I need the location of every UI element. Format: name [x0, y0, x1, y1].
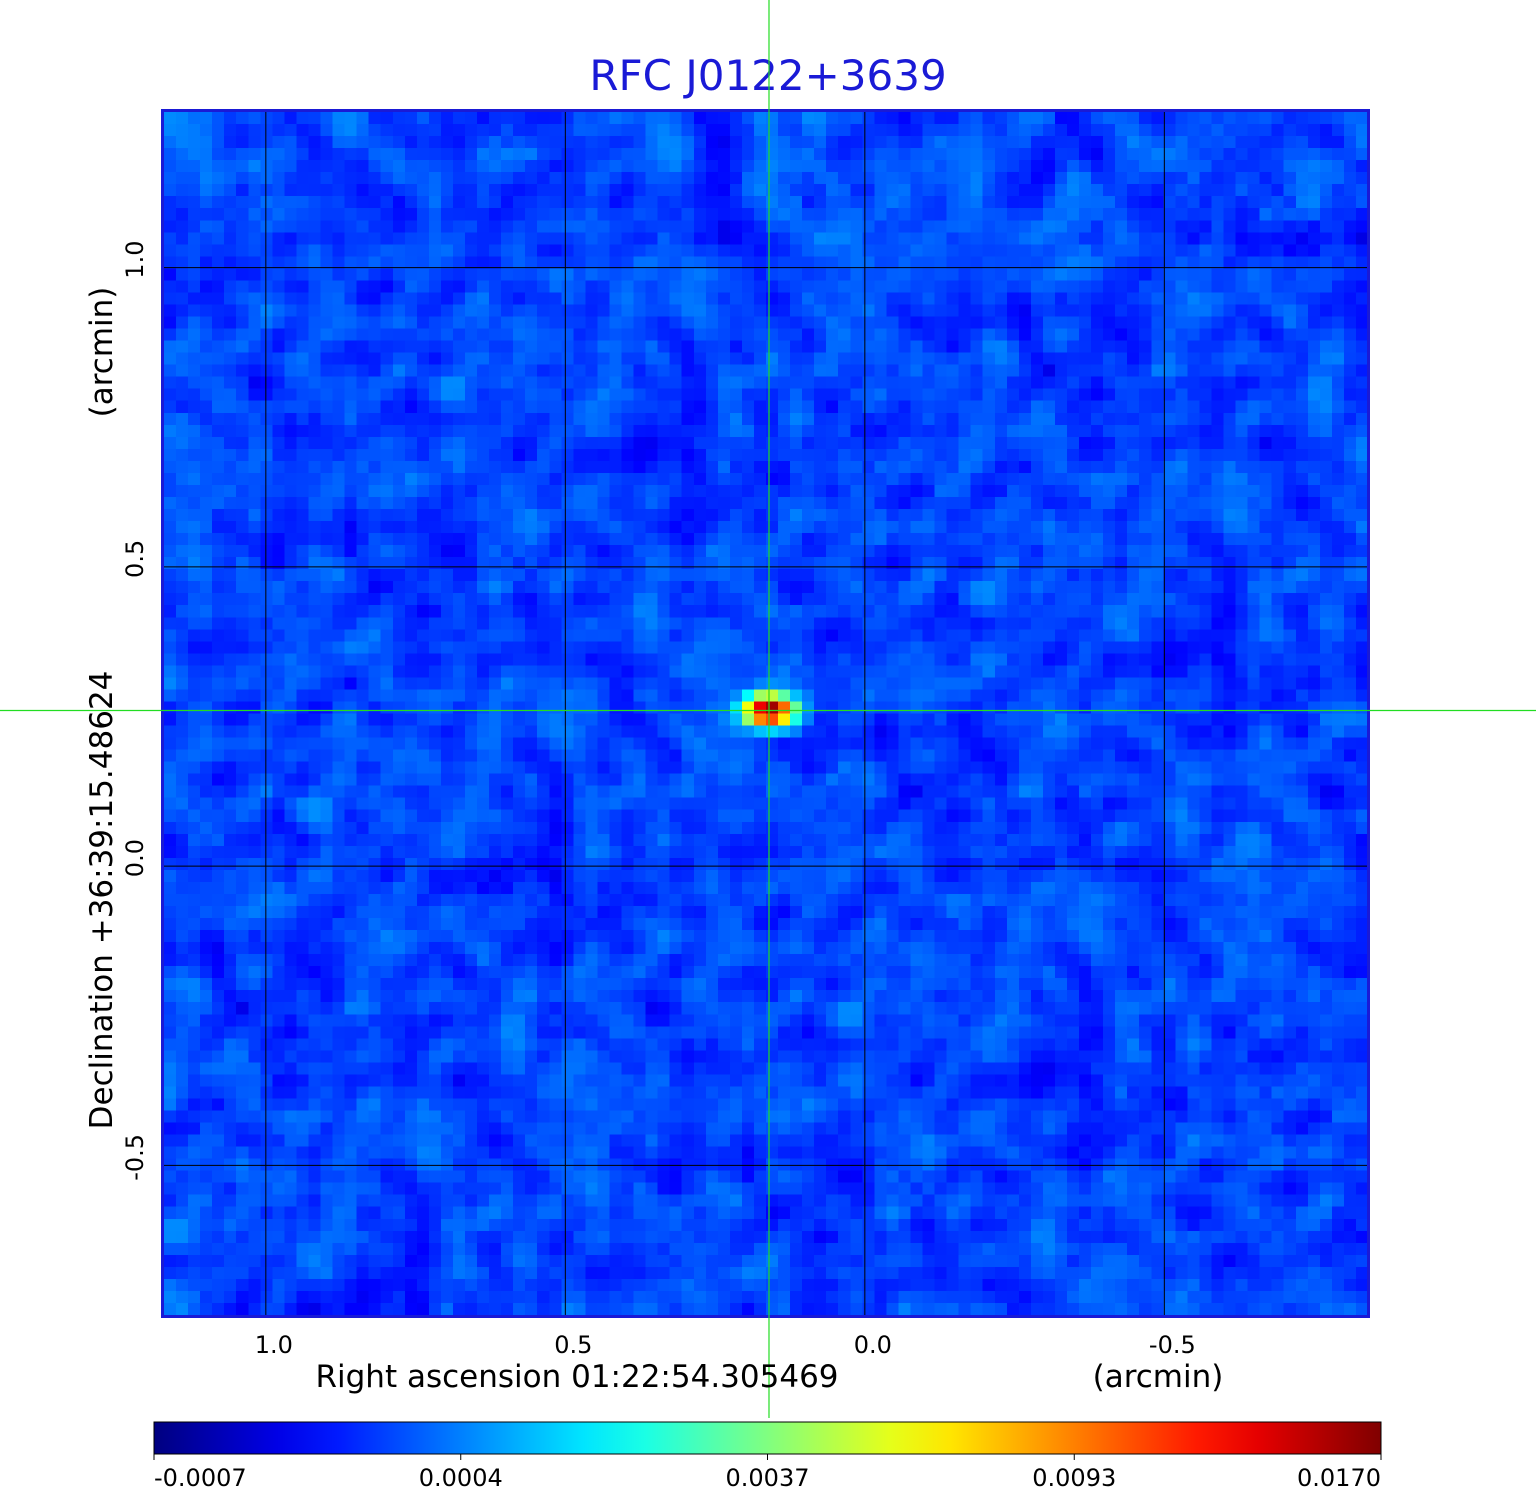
x-tick-label: 0.0 — [854, 1331, 892, 1359]
y-tick-labels: 1.0 0.5 0.0 -0.5 — [121, 241, 149, 1181]
colorbar-tick-labels: -0.0007 0.0004 0.0037 0.0093 0.0170 — [153, 1454, 1382, 1492]
x-tick-label: -0.5 — [1149, 1331, 1196, 1359]
colorbar-tick-label: 0.0170 — [1297, 1464, 1381, 1492]
x-axis-label: Right ascension 01:22:54.305469 — [315, 1359, 838, 1395]
colorbar-tick-label: 0.0004 — [419, 1464, 503, 1492]
y-axis-label: Declination +36:39:15.48624 — [84, 671, 120, 1130]
crosshair — [0, 0, 1536, 1418]
intensity-map — [164, 112, 1368, 1315]
y-tick-label: 1.0 — [121, 241, 149, 279]
x-tick-labels: 1.0 0.5 0.0 -0.5 — [255, 1331, 1196, 1359]
y-tick-label: 0.5 — [121, 540, 149, 578]
colorbar-tick-label: 0.0093 — [1032, 1464, 1116, 1492]
x-tick-label: 1.0 — [255, 1331, 293, 1359]
y-axis-unit: (arcmin) — [84, 287, 120, 418]
colorbar — [153, 1421, 1382, 1455]
y-tick-label: -0.5 — [121, 1134, 149, 1181]
x-axis-unit: (arcmin) — [1093, 1359, 1224, 1395]
colorbar-tick-label: -0.0007 — [154, 1464, 247, 1492]
x-tick-label: 0.5 — [554, 1331, 592, 1359]
chart-title: RFC J0122+3639 — [589, 51, 947, 100]
plot-frame — [161, 109, 1370, 1318]
colorbar-tick-label: 0.0037 — [726, 1464, 810, 1492]
grid-lines — [164, 112, 1368, 1315]
y-tick-label: 0.0 — [121, 839, 149, 877]
